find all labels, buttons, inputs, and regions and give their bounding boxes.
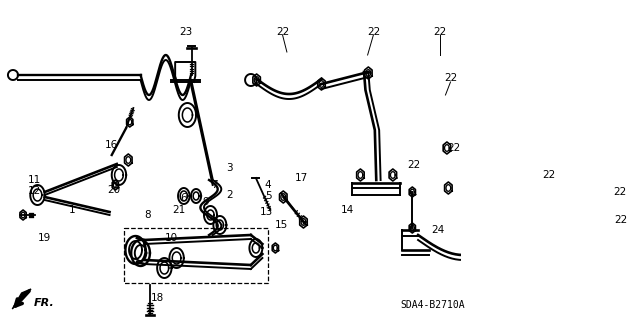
Text: 22: 22 <box>433 27 446 37</box>
Text: 22: 22 <box>447 143 461 153</box>
Text: 1: 1 <box>68 205 76 215</box>
Text: 23: 23 <box>179 27 193 37</box>
Bar <box>124 228 268 283</box>
Text: 11: 11 <box>28 175 41 185</box>
Text: 7: 7 <box>211 180 218 190</box>
Text: 14: 14 <box>341 205 354 215</box>
Text: 22: 22 <box>407 160 420 170</box>
Text: 3: 3 <box>226 163 232 173</box>
Text: 2: 2 <box>226 190 232 200</box>
Text: 22: 22 <box>543 170 556 180</box>
Text: SDA4-B2710A: SDA4-B2710A <box>400 300 465 310</box>
Text: 16: 16 <box>105 140 118 150</box>
Text: 15: 15 <box>275 220 288 230</box>
Text: 22: 22 <box>276 27 289 37</box>
Text: 13: 13 <box>260 207 273 217</box>
Text: 22: 22 <box>613 187 627 197</box>
Text: 6: 6 <box>180 193 187 203</box>
Text: 10: 10 <box>165 233 178 243</box>
Text: 17: 17 <box>294 173 308 183</box>
Text: 22: 22 <box>367 27 380 37</box>
Text: 24: 24 <box>431 225 445 235</box>
Text: 5: 5 <box>265 191 271 201</box>
Text: 8: 8 <box>145 210 151 220</box>
Text: 20: 20 <box>108 185 120 195</box>
Text: 12: 12 <box>28 186 41 196</box>
Text: 22: 22 <box>615 215 628 225</box>
Text: 4: 4 <box>265 180 271 190</box>
Text: 9: 9 <box>202 197 209 207</box>
Text: 21: 21 <box>172 205 186 215</box>
Text: FR.: FR. <box>34 298 54 308</box>
Polygon shape <box>12 289 31 309</box>
Text: 19: 19 <box>38 233 51 243</box>
Text: 18: 18 <box>150 293 164 303</box>
Text: 22: 22 <box>444 73 457 83</box>
